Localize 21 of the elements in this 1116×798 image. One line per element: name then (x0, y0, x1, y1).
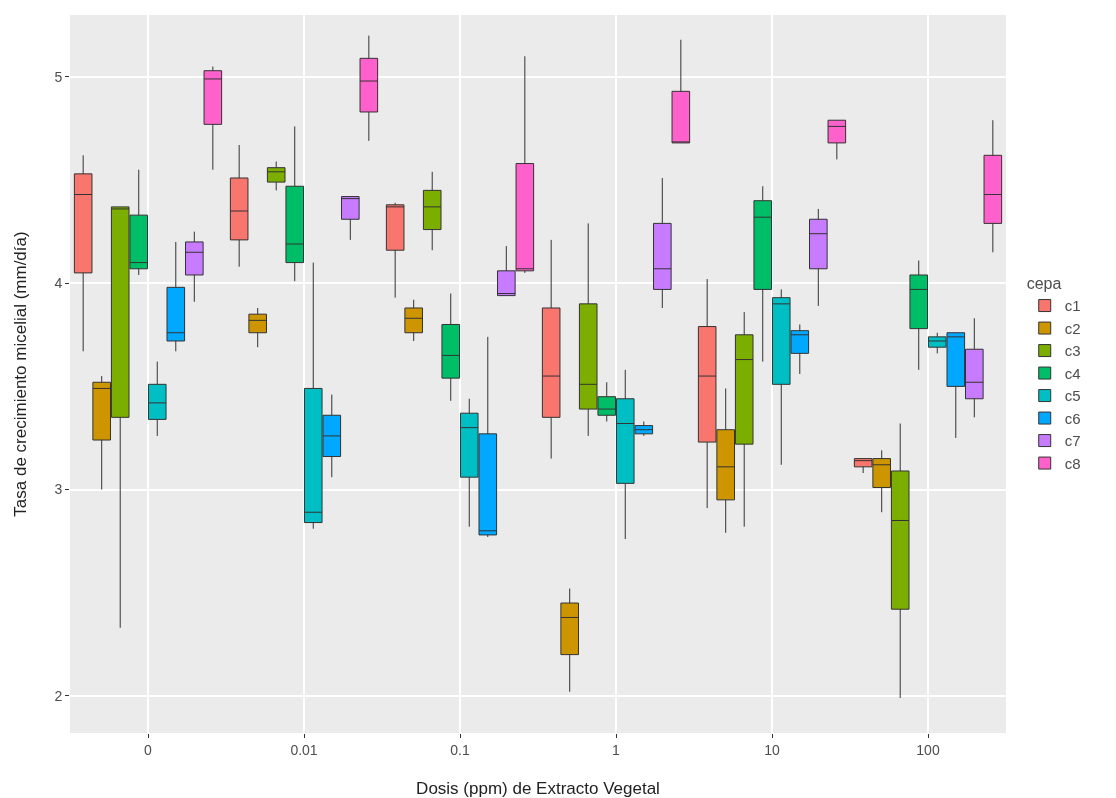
y-tick-label: 2 (54, 687, 63, 704)
legend-label: c8 (1064, 454, 1081, 472)
y-tick-label: 5 (54, 68, 63, 85)
x-tick-label: 10 (764, 741, 780, 758)
legend-label: c1 (1064, 297, 1081, 315)
legend-label: c7 (1064, 432, 1081, 450)
legend-label: c4 (1064, 364, 1081, 382)
x-tick-label: 100 (916, 741, 940, 758)
legend-label: c3 (1064, 342, 1081, 360)
legend-title: cepa (1026, 275, 1062, 293)
x-tick-label: 1 (612, 741, 621, 758)
y-tick-label: 3 (54, 481, 63, 498)
y-tick-label: 4 (54, 275, 63, 292)
y-axis-title: Tasa de crecimiento micelial (mm/día) (11, 231, 30, 517)
x-tick-label: 0.1 (450, 741, 470, 758)
legend-label: c6 (1064, 409, 1081, 427)
x-tick-label: 0 (144, 741, 153, 758)
x-tick-label: 0.01 (290, 741, 318, 758)
legend-label: c5 (1064, 387, 1081, 405)
legend-label: c2 (1064, 319, 1081, 337)
x-axis-title: Dosis (ppm) de Extracto Vegetal (416, 779, 660, 798)
